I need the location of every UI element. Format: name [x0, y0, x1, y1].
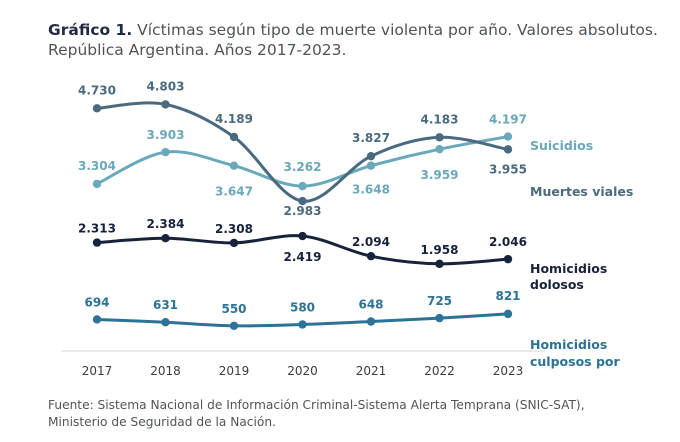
data-label-s2-2020: 2.419 — [284, 250, 322, 264]
data-point-s2-2023 — [503, 254, 513, 264]
data-point-s0-2019 — [229, 161, 239, 170]
source-line-2: Ministerio de Seguridad de la Nación. — [48, 415, 276, 429]
data-point-s3-2017 — [92, 315, 102, 324]
data-label-s1-2019: 4.189 — [215, 112, 253, 126]
data-label-s3-2019: 550 — [221, 302, 246, 316]
data-label-s2-2023: 2.046 — [489, 235, 527, 249]
data-point-s1-2022 — [435, 133, 444, 142]
data-point-s0-2017 — [92, 179, 102, 189]
x-tick-label-2023: 2023 — [493, 364, 524, 378]
series-name-1: Muertes viales — [530, 184, 633, 199]
data-label-s3-2023: 821 — [495, 289, 520, 303]
series-name-0: Suicidios — [530, 138, 593, 153]
data-label-s3-2020: 580 — [290, 300, 315, 314]
data-point-s3-2022 — [435, 313, 444, 323]
data-label-s2-2022: 1.958 — [421, 243, 459, 257]
series-name-2-line-0: Homicidios — [530, 261, 607, 276]
data-point-s3-2018 — [161, 318, 170, 327]
x-tick-label-2017: 2017 — [82, 364, 113, 378]
series-name-3-line-0: Homicidios — [530, 337, 607, 352]
x-tick-label-2018: 2018 — [150, 364, 181, 378]
series-name-3: Homicidios culposos por — [530, 337, 620, 369]
data-label-s1-2017: 4.730 — [78, 83, 116, 97]
data-point-s0-2023 — [503, 132, 513, 141]
data-label-s1-2021: 3.827 — [352, 131, 390, 145]
series-name-2-line-1: dolosos — [530, 277, 584, 292]
series-name-2: Homicidios dolosos — [530, 261, 607, 292]
data-label-s2-2021: 2.094 — [352, 235, 390, 249]
data-label-s3-2018: 631 — [153, 298, 178, 312]
data-label-s3-2022: 725 — [427, 294, 452, 308]
data-point-s0-2021 — [366, 161, 376, 170]
x-tick-label-2019: 2019 — [219, 364, 250, 378]
title-text: Víctimas según tipo de muerte violenta p… — [48, 21, 658, 59]
data-point-s0-2020 — [298, 181, 307, 191]
data-label-s3-2021: 648 — [358, 297, 383, 311]
data-label-s1-2020: 2.983 — [284, 204, 322, 218]
data-label-s0-2020: 3.262 — [284, 160, 322, 174]
x-tick-label-2022: 2022 — [424, 364, 455, 378]
data-label-s1-2023: 3.955 — [489, 162, 527, 176]
data-label-s0-2022: 3.959 — [421, 168, 459, 182]
data-label-s0-2017: 3.304 — [78, 159, 116, 173]
data-point-s0-2022 — [435, 144, 444, 154]
data-label-s2-2018: 2.384 — [147, 217, 185, 231]
data-point-s3-2023 — [503, 309, 513, 319]
source-note: Fuente: Sistema Nacional de Información … — [48, 397, 668, 431]
data-point-s1-2021 — [366, 151, 376, 161]
data-label-s2-2019: 2.308 — [215, 222, 253, 236]
data-label-s0-2023: 4.197 — [489, 113, 527, 127]
data-point-s3-2019 — [229, 321, 239, 330]
data-label-s0-2021: 3.648 — [352, 183, 390, 197]
data-point-s3-2020 — [298, 320, 307, 329]
data-point-s2-2019 — [229, 238, 239, 248]
data-point-s2-2020 — [298, 231, 307, 241]
data-label-s3-2017: 694 — [84, 295, 109, 309]
data-point-s0-2018 — [161, 147, 170, 157]
data-label-s0-2019: 3.647 — [215, 185, 253, 199]
chart-title: Gráfico 1. Víctimas según tipo de muerte… — [48, 20, 668, 60]
data-point-s1-2023 — [503, 145, 513, 154]
data-label-s1-2018: 4.803 — [147, 79, 185, 93]
source-line-1: Fuente: Sistema Nacional de Información … — [48, 398, 585, 412]
data-point-s2-2022 — [435, 259, 444, 269]
data-label-s1-2022: 4.183 — [421, 112, 459, 126]
data-point-s1-2018 — [161, 100, 170, 109]
data-point-s1-2019 — [229, 132, 239, 142]
data-point-s1-2017 — [92, 104, 102, 113]
data-point-s1-2020 — [298, 196, 307, 206]
series-name-3-line-1: culposos por — [530, 354, 620, 369]
data-label-s0-2018: 3.903 — [147, 128, 185, 142]
x-tick-label-2021: 2021 — [356, 364, 387, 378]
data-point-s2-2021 — [366, 251, 376, 261]
data-label-s2-2017: 2.313 — [78, 222, 116, 236]
title-prefix: Gráfico 1. — [48, 21, 133, 39]
x-tick-label-2020: 2020 — [287, 364, 318, 378]
data-point-s2-2018 — [161, 233, 170, 243]
data-point-s3-2021 — [366, 317, 376, 326]
data-point-s2-2017 — [92, 238, 102, 247]
